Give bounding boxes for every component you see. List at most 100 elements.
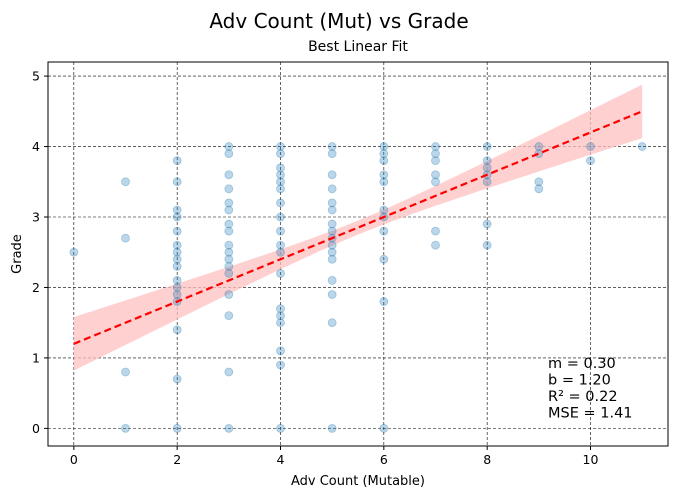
data-point [276,360,285,370]
data-point [586,142,595,151]
data-point [431,177,440,187]
data-point [172,374,182,384]
data-point [121,233,130,243]
data-point [431,240,440,250]
data-point [431,170,440,180]
x-tick-label: 6 [380,452,388,467]
data-point [534,184,544,194]
data-point [276,318,285,328]
data-point [276,142,285,151]
data-point [172,261,182,271]
data-point [224,254,234,264]
y-tick-label: 2 [32,280,40,295]
data-point [482,177,492,187]
data-point [224,142,234,151]
y-tick-label: 3 [32,210,40,225]
data-point [172,226,182,236]
data-point [276,247,285,257]
data-point [276,163,285,173]
data-point [224,226,234,236]
x-tick-label: 4 [277,452,285,467]
x-tick-label: 2 [173,452,181,467]
data-point [327,149,337,158]
data-point [69,247,79,257]
data-point [586,156,595,166]
data-point [327,198,337,208]
data-point [172,205,182,215]
data-point [379,149,389,158]
data-point [121,423,130,433]
chart-subtitle: Best Linear Fit [308,39,408,55]
fit-line [73,110,643,345]
data-point [327,170,337,180]
data-point [379,205,389,215]
data-point [276,240,285,250]
y-axis-label: Grade [10,234,25,274]
data-point [327,318,337,328]
fit-stat-line: m = 0.30 [548,356,616,372]
data-point [121,177,130,187]
data-point [431,142,440,151]
data-point [276,177,285,187]
data-point [431,226,440,236]
data-point [276,212,285,222]
data-point [276,170,285,180]
data-point [172,325,182,335]
fit-stat-line: b = 1.20 [548,373,611,389]
data-point [482,156,492,166]
data-point [327,142,337,151]
x-axis-label: Adv Count (Mutable) [291,474,425,489]
data-point [327,290,337,299]
plot-frame [47,61,669,447]
data-point [172,247,182,257]
data-point [379,170,389,180]
chart-title: Adv Count (Mut) vs Grade [209,9,468,33]
fit-stat-line: MSE = 1.41 [548,406,633,422]
data-point [327,240,337,250]
data-point [224,170,234,180]
grid-lines [48,62,668,446]
data-point [431,149,440,158]
data-point [224,261,234,271]
data-point [224,290,234,299]
data-point [224,184,234,194]
data-point [327,205,337,215]
data-point [172,276,182,285]
data-point [327,247,337,257]
data-point [482,142,492,151]
data-point [327,184,337,194]
data-point [172,254,182,264]
data-point [172,290,182,299]
data-point [327,219,337,229]
axis-ticks: 0 2 4 6 8 10 0 1 2 3 4 5 [32,69,598,467]
data-point [379,297,389,306]
data-point [327,276,337,285]
data-point [172,177,182,187]
data-point [172,423,182,433]
data-point [224,240,234,250]
fit-line-layer [73,110,643,345]
data-point [276,184,285,194]
data-point [534,177,544,187]
data-point [327,423,337,433]
data-point [379,142,389,151]
data-point [327,226,337,236]
data-point [379,254,389,264]
data-point [276,198,285,208]
data-point [224,247,234,257]
data-point [379,156,389,166]
data-point [276,423,285,433]
fit-stat-line: R² = 0.22 [548,389,618,405]
data-point [172,156,182,166]
data-point [431,156,440,166]
confidence-band [73,84,643,371]
data-point [224,423,234,433]
data-point [224,367,234,377]
y-tick-label: 4 [32,139,40,154]
y-tick-label: 5 [32,69,40,84]
data-point [534,142,544,151]
data-point [276,149,285,158]
data-point [276,304,285,314]
